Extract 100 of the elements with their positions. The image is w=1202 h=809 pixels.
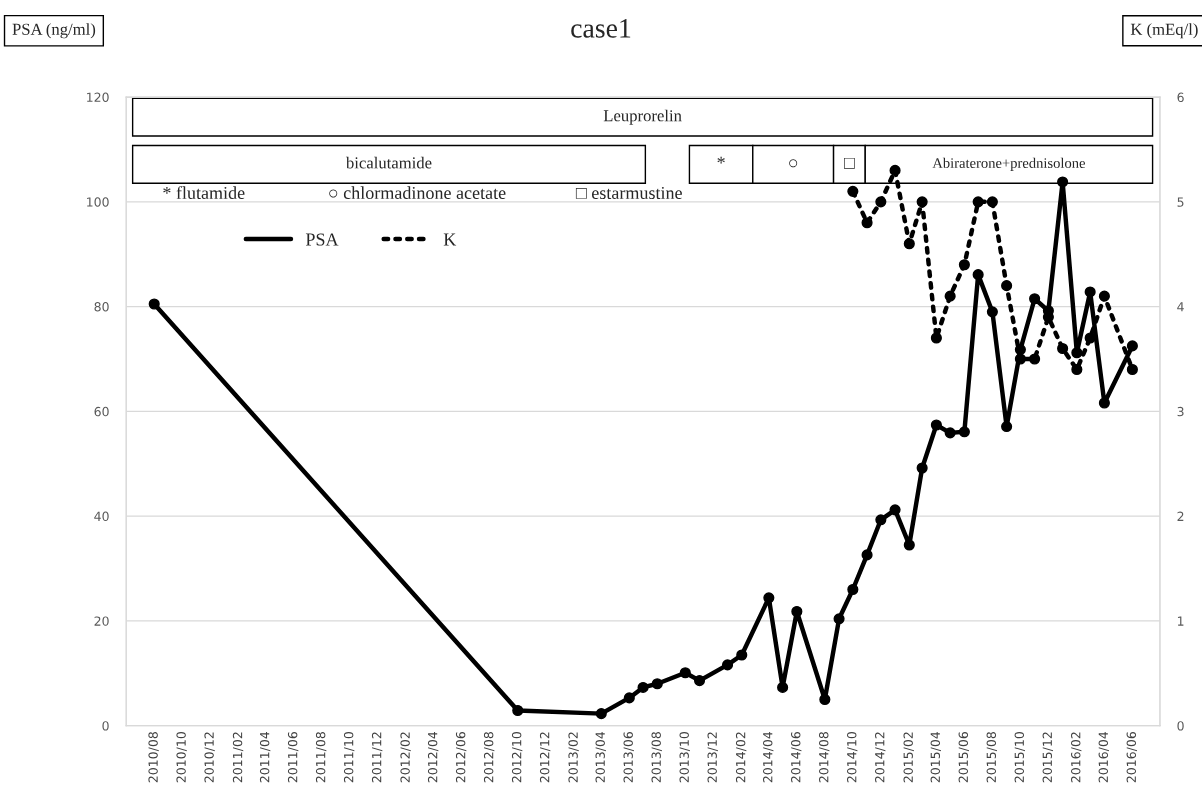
annotation: * flutamide <box>163 186 245 200</box>
point <box>1001 280 1013 292</box>
x-tick-label: 2014/08 <box>819 732 830 783</box>
point <box>763 592 775 604</box>
x-tick-label: 2011/08 <box>315 732 327 783</box>
x-tick-label: 2011/06 <box>287 732 299 783</box>
point <box>1001 421 1013 433</box>
band-label: Leuprorelin <box>603 109 682 125</box>
point <box>958 259 970 271</box>
point <box>595 708 607 720</box>
x-tick-label: 2014/06 <box>791 732 802 783</box>
point <box>861 217 873 229</box>
x-tick-label: 2016/06 <box>1126 732 1137 783</box>
point <box>1098 397 1110 409</box>
y-tick-label: 40 <box>94 511 109 522</box>
point <box>944 290 956 302</box>
x-tick-label: 2012/02 <box>400 732 411 783</box>
point <box>1071 363 1083 376</box>
x-tick-label: 2015/06 <box>958 732 969 783</box>
point <box>875 196 887 208</box>
point <box>972 269 984 281</box>
y2-tick-label: 2 <box>1177 511 1184 521</box>
point <box>1084 286 1096 298</box>
x-tick-label: 2015/02 <box>903 732 914 783</box>
point <box>1029 353 1041 365</box>
x-tick-label: 2011/12 <box>371 732 383 783</box>
x-tick-label: 2011/04 <box>259 731 271 783</box>
y2-tick-label: 3 <box>1177 406 1184 417</box>
y-tick-label: 60 <box>94 406 109 417</box>
point <box>847 583 859 596</box>
point <box>1057 342 1069 355</box>
y-tick-label: 20 <box>94 616 109 626</box>
x-tick-label: 2012/06 <box>455 732 467 783</box>
x-tick-label: 2015/08 <box>986 732 997 783</box>
point <box>721 659 734 671</box>
x-tick-label: 2011/02 <box>232 732 244 783</box>
point <box>1057 176 1069 188</box>
x-tick-label: 2013/06 <box>623 732 634 783</box>
point <box>916 462 928 474</box>
point <box>679 667 691 679</box>
point <box>903 238 915 250</box>
x-tick-label: 2014/04 <box>763 731 774 783</box>
x-tick-label: 2015/10 <box>1014 732 1025 783</box>
y-axis-title: PSA (ng/ml) <box>12 23 96 39</box>
annotation: □ estarmustine <box>575 186 682 200</box>
y2-tick-label: 5 <box>1177 197 1184 207</box>
point <box>930 332 942 344</box>
point <box>693 675 706 687</box>
x-tick-label: 2013/02 <box>568 732 579 783</box>
point <box>958 426 970 438</box>
point <box>972 196 984 208</box>
point <box>986 196 998 208</box>
y2-tick-label: 6 <box>1177 92 1184 103</box>
chart-title: case1 <box>571 19 631 38</box>
point <box>791 605 803 618</box>
point <box>861 549 873 561</box>
point <box>623 692 635 704</box>
point <box>944 427 956 439</box>
x-tick-label: 2010/08 <box>148 732 159 783</box>
x-tick-label: 2010/12 <box>204 732 215 783</box>
point <box>148 298 160 310</box>
point <box>1029 293 1041 305</box>
point <box>916 196 928 208</box>
x-tick-label: 2013/08 <box>651 732 662 783</box>
y-tick-label: 100 <box>87 197 109 207</box>
x-tick-label: 2015/04 <box>930 731 941 783</box>
x-tick-label: 2014/10 <box>847 732 858 783</box>
point <box>1084 332 1096 344</box>
point <box>512 704 524 717</box>
x-tick-label: 2014/02 <box>735 732 747 783</box>
band-label: □ <box>844 157 855 169</box>
y2-axis-title: K (mEq/l) <box>1130 23 1198 39</box>
point <box>1126 340 1138 352</box>
x-tick-label: 2011/10 <box>343 732 355 783</box>
x-tick-label: 2012/12 <box>539 732 551 783</box>
point <box>637 681 649 693</box>
point <box>889 164 901 176</box>
y2-tick-label: 0 <box>1177 721 1184 731</box>
x-tick-label: 2014/12 <box>875 732 886 783</box>
x-tick-label: 2015/12 <box>1042 732 1053 783</box>
y2-tick-label: 4 <box>1177 302 1184 312</box>
point <box>847 185 859 197</box>
point <box>651 678 663 690</box>
point <box>903 539 915 551</box>
point <box>1126 363 1138 376</box>
x-tick-label: 2013/04 <box>595 731 606 783</box>
band-label: ○ <box>789 159 798 168</box>
annotation: ○ chlormadinone acetate <box>329 186 506 200</box>
point <box>777 681 789 693</box>
x-tick-label: 2010/10 <box>176 732 187 783</box>
y-tick-label: 80 <box>94 302 109 312</box>
x-tick-label: 2016/04 <box>1098 731 1109 783</box>
point <box>1098 290 1110 302</box>
band-label: Abiraterone+prednisolone <box>932 157 1085 171</box>
point <box>833 613 845 625</box>
legend-label: K <box>443 233 457 246</box>
x-tick-label: 2012/04 <box>427 731 439 783</box>
x-tick-label: 2012/10 <box>511 732 523 783</box>
x-tick-label: 2012/08 <box>483 732 495 783</box>
y-tick-label: 120 <box>87 92 109 103</box>
